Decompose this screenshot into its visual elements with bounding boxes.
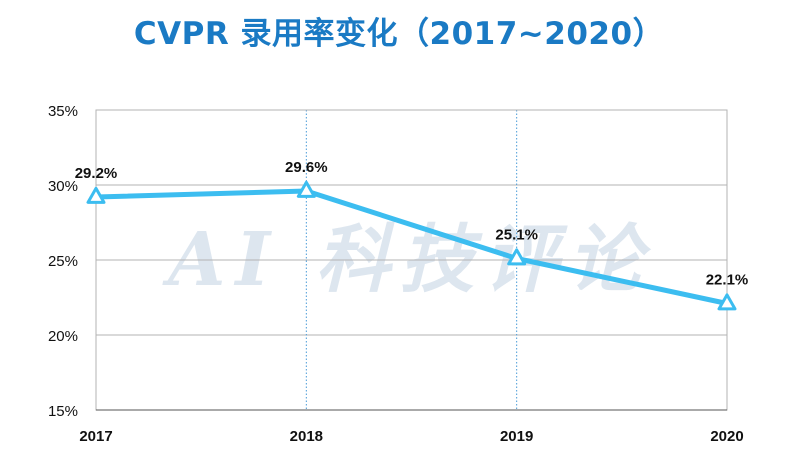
y-tick-label: 35% (48, 103, 78, 120)
x-tick-label: 2018 (290, 428, 323, 445)
x-tick-label: 2017 (79, 428, 112, 445)
data-label: 29.2% (75, 165, 118, 182)
data-labels: 29.2% 29.6% 25.1% 22.1% (75, 159, 749, 289)
chart-title: CVPR 录用率变化（2017~2020） (133, 16, 665, 52)
x-tick-label: 2019 (500, 428, 533, 445)
triangle-marker (507, 248, 527, 266)
y-tick-label: 20% (48, 328, 78, 345)
triangle-marker (86, 186, 106, 204)
grid (96, 109, 727, 411)
data-label: 25.1% (495, 227, 538, 244)
series (86, 180, 737, 311)
series-line (93, 188, 730, 306)
data-label: 29.6% (285, 159, 328, 176)
y-tick-label: 25% (48, 253, 78, 270)
triangle-marker (296, 180, 316, 198)
x-tick-label: 2020 (710, 428, 743, 445)
data-label: 22.1% (706, 272, 749, 289)
y-tick-label: 30% (48, 178, 78, 195)
axes: 15% 20% 25% 30% 35% 2017 2018 2019 2020 (48, 103, 744, 445)
triangle-marker (717, 293, 737, 311)
y-tick-label: 15% (48, 403, 78, 420)
